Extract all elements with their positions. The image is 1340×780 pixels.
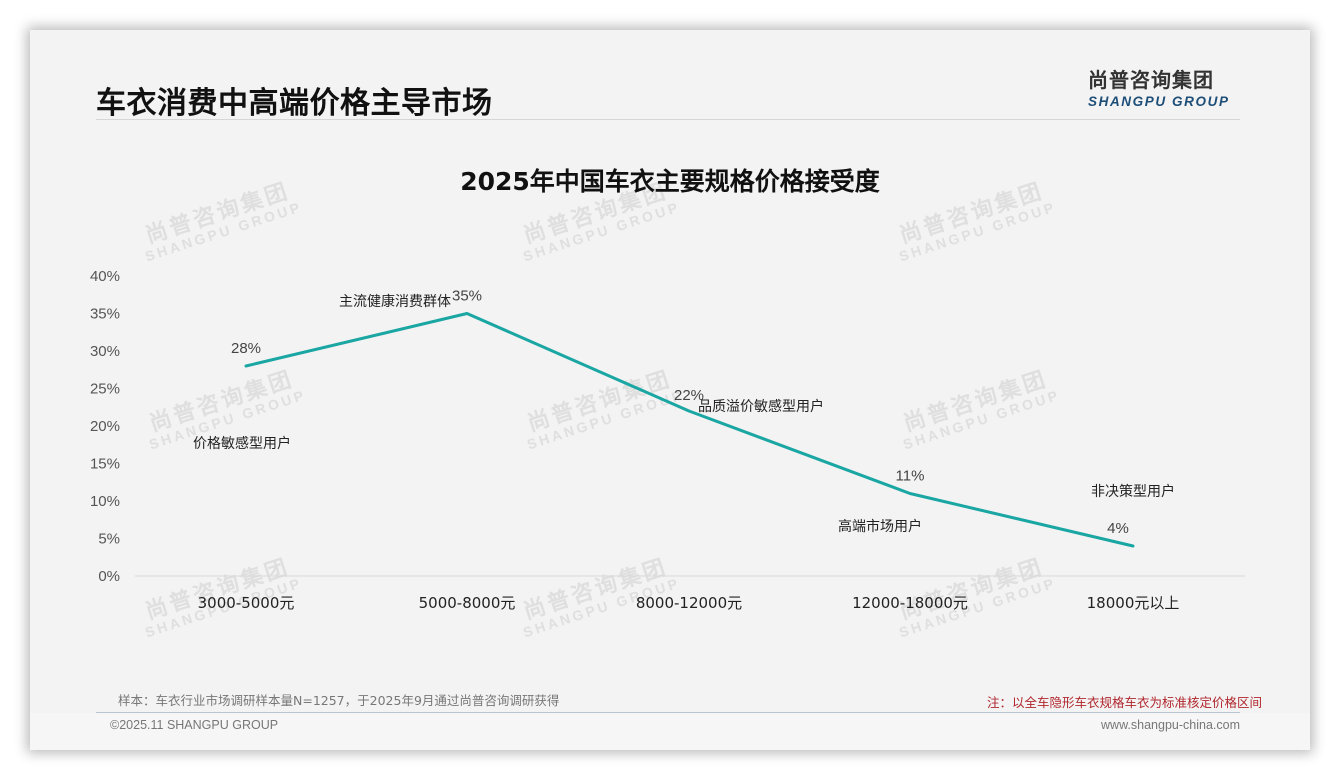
x-tick-label: 12000-18000元 — [852, 594, 968, 612]
data-label: 4% — [1107, 520, 1129, 537]
x-tick-label: 8000-12000元 — [636, 594, 742, 612]
footer-bar — [30, 713, 1310, 750]
x-tick-label: 18000元以上 — [1087, 594, 1180, 612]
copyright: ©2025.11 SHANGPU GROUP — [110, 718, 279, 732]
y-tick-label: 25% — [90, 381, 120, 398]
y-tick-label: 40% — [90, 268, 120, 285]
company-logo: 尚普咨询集团 SHANGPU GROUP — [1088, 64, 1248, 109]
data-label: 35% — [452, 288, 482, 305]
y-tick-label: 0% — [98, 568, 120, 585]
x-axis: 3000-5000元 5000-8000元 8000-12000元 12000-180… — [198, 594, 1180, 612]
y-tick-label: 10% — [90, 493, 120, 510]
y-tick-label: 35% — [90, 306, 120, 323]
slide: 车衣消费中高端价格主导市场 尚普咨询集团 SHANGPU GROUP 尚普咨询集… — [30, 30, 1310, 750]
x-tick-label: 3000-5000元 — [198, 594, 295, 612]
data-label: 28% — [231, 340, 261, 357]
y-tick-label: 20% — [90, 418, 120, 435]
price-range-note: 注：以全车隐形车衣规格车衣为标准核定价格区间 — [986, 695, 1262, 710]
chart-title: 2025年中国车衣主要规格价格接受度 — [460, 167, 880, 196]
segment-annotation: 价格敏感型用户 — [193, 435, 291, 452]
y-axis: 0% 5% 10% 15% 20% 25% 30% 35% 40% — [90, 268, 120, 585]
data-label: 11% — [896, 468, 925, 485]
line-chart: 0% 5% 10% 15% 20% 25% 30% 35% 40% 3000-5000元 5000… — [90, 268, 1245, 612]
title-divider — [96, 119, 1240, 120]
sample-note: 样本：车衣行业市场调研样本量N=1257，于2025年9月通过尚普咨询调研获得 — [118, 693, 560, 708]
segment-annotation: 非决策型用户 — [1091, 483, 1175, 500]
y-tick-label: 15% — [90, 456, 120, 473]
x-tick-label: 5000-8000元 — [419, 594, 516, 612]
logo-en-text: SHANGPU GROUP — [1088, 94, 1230, 109]
data-labels: 28% 35% 22% 11% 4% — [231, 288, 1129, 538]
segment-annotation: 主流健康消费群体 — [339, 293, 451, 310]
website-link[interactable]: www.shangpu-china.com — [1101, 718, 1240, 732]
y-tick-label: 5% — [98, 531, 120, 548]
y-tick-label: 30% — [90, 343, 120, 360]
segment-annotation: 品质溢价敏感型用户 — [698, 398, 824, 415]
series-line — [244, 312, 1135, 548]
segment-annotation: 高端市场用户 — [838, 518, 922, 535]
logo-cn-text: 尚普咨询集团 — [1088, 68, 1214, 92]
page-title: 车衣消费中高端价格主导市场 — [96, 86, 493, 121]
footer-divider — [96, 712, 1240, 713]
data-label: 22% — [674, 387, 704, 404]
